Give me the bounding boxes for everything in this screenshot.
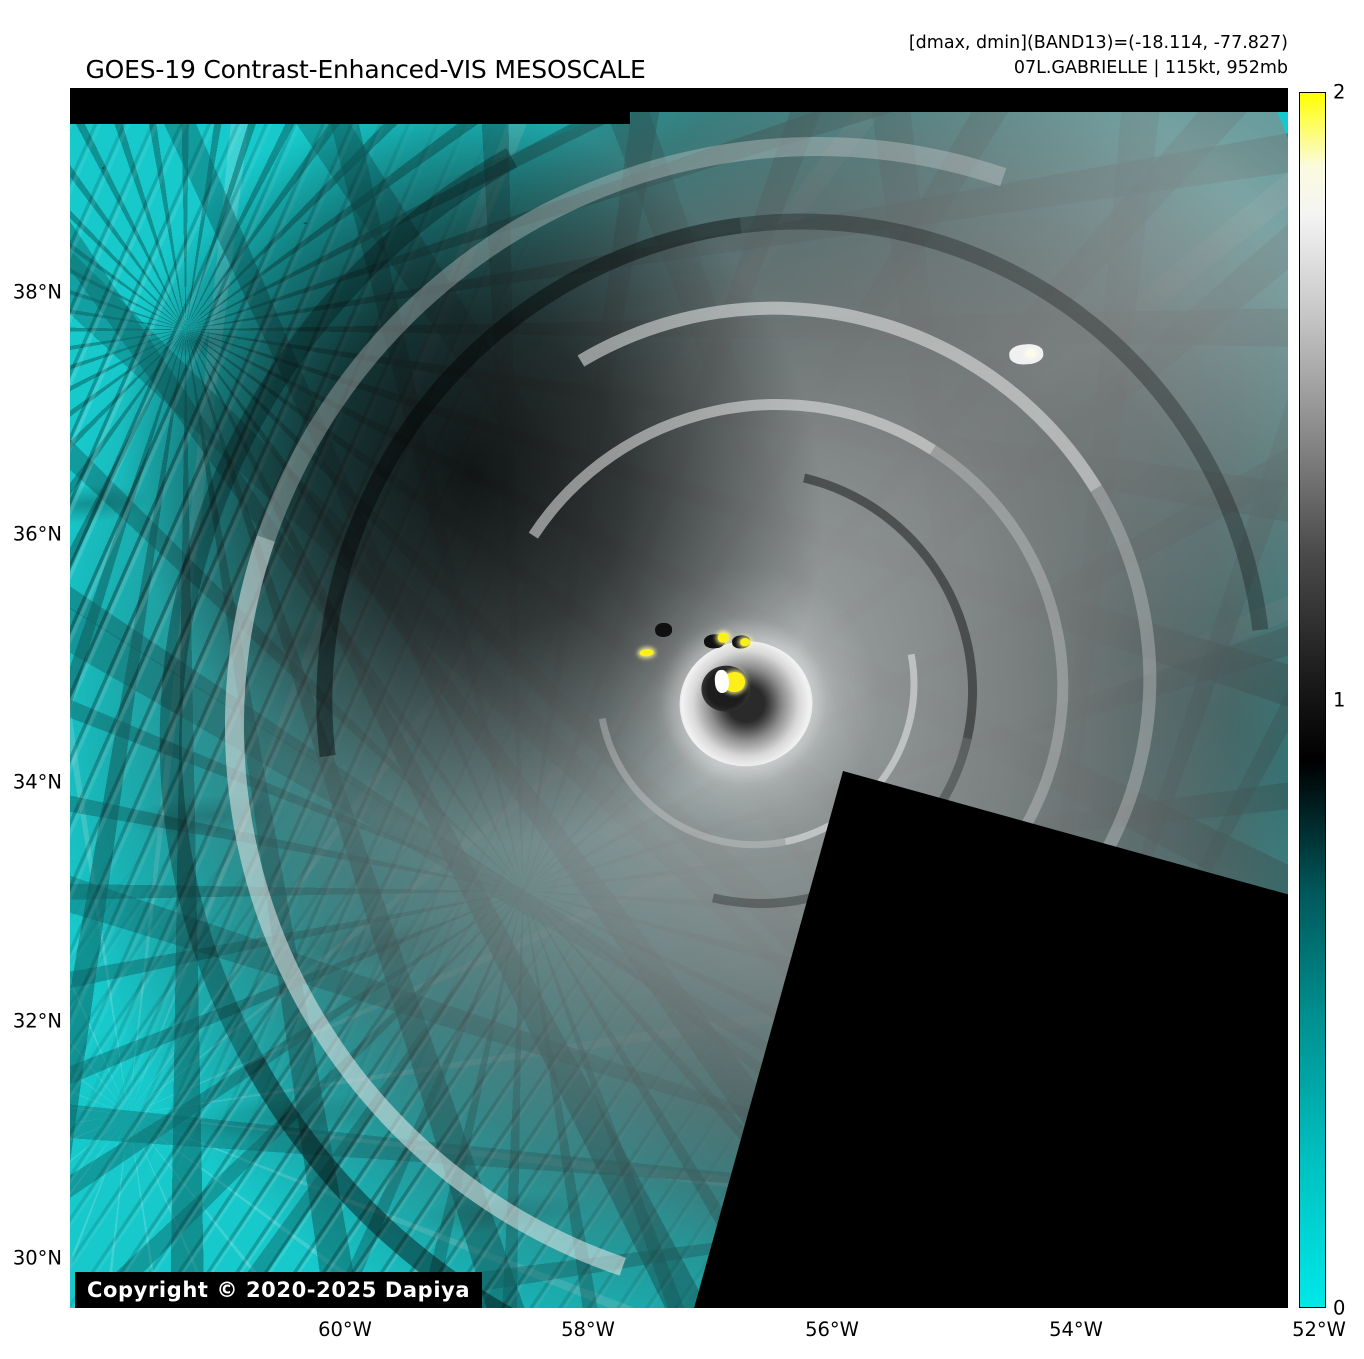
storm-info-label: 07L.GABRIELLE | 115kt, 952mb	[1013, 57, 1288, 78]
convective-core-dark-3	[653, 621, 672, 637]
y-tick-label-2: 34°N	[12, 770, 62, 794]
satellite-image-plot[interactable]: Copyright © 2020-2025 Dapiya	[70, 88, 1288, 1308]
dmax-dmin-label: [dmax, dmin](BAND13)=(-18.114, -77.827)	[908, 33, 1288, 53]
colorbar-tick-label-0: 2	[1333, 80, 1346, 104]
copyright-watermark: Copyright © 2020-2025 Dapiya	[75, 1272, 483, 1308]
nodata-wedge-top-left	[70, 88, 631, 124]
convective-core-hot-2	[739, 637, 751, 647]
x-tick-label-2: 56°W	[805, 1318, 859, 1341]
y-tick-label-1: 36°N	[12, 522, 62, 546]
colorbar-tick-label-1: 1	[1333, 688, 1346, 712]
convective-core-hot-4	[638, 648, 654, 657]
title-line: GOES-19 Contrast-Enhanced-VIS MESOSCALE	[85, 54, 646, 84]
y-tick-label-0: 38°N	[12, 280, 62, 304]
satellite-swath-clip	[70, 88, 1288, 1308]
x-tick-label-3: 54°W	[1049, 1318, 1103, 1341]
x-tick-label-0: 60°W	[318, 1318, 372, 1341]
x-tick-label-1: 58°W	[561, 1318, 615, 1341]
convective-core-white-1	[713, 669, 730, 693]
colorbar[interactable]	[1299, 92, 1326, 1308]
x-tick-label-4: 52°W	[1292, 1318, 1346, 1341]
colorbar-gradient	[1300, 93, 1325, 1307]
y-tick-label-3: 32°N	[12, 1009, 62, 1033]
y-tick-label-4: 30°N	[12, 1246, 62, 1270]
metadata-block: [dmax, dmin](BAND13)=(-18.114, -77.827) …	[909, 31, 1288, 81]
colorbar-tick-label-2: 0	[1333, 1296, 1346, 1320]
convective-core-hot-1	[716, 631, 729, 643]
